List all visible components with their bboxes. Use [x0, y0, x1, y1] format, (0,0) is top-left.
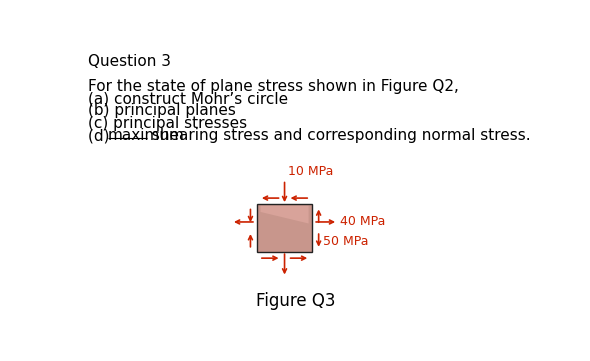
Text: Question 3: Question 3 [88, 54, 171, 69]
Text: (d): (d) [88, 128, 114, 143]
Text: 40 MPa: 40 MPa [340, 216, 386, 229]
Text: (a) construct Mohr’s circle: (a) construct Mohr’s circle [88, 91, 288, 106]
Text: 50 MPa: 50 MPa [323, 235, 368, 248]
Text: shearing stress and corresponding normal stress.: shearing stress and corresponding normal… [148, 128, 531, 143]
Text: 10 MPa: 10 MPa [288, 165, 333, 178]
Text: maximum: maximum [108, 128, 185, 143]
Text: (c) principal stresses: (c) principal stresses [88, 116, 247, 131]
Bar [257, 204, 313, 252]
Polygon shape [261, 206, 309, 223]
Text: Figure Q3: Figure Q3 [257, 292, 336, 310]
Text: (b) principal planes: (b) principal planes [88, 103, 235, 118]
Text: For the state of plane stress shown in Figure Q2,: For the state of plane stress shown in F… [88, 79, 458, 94]
